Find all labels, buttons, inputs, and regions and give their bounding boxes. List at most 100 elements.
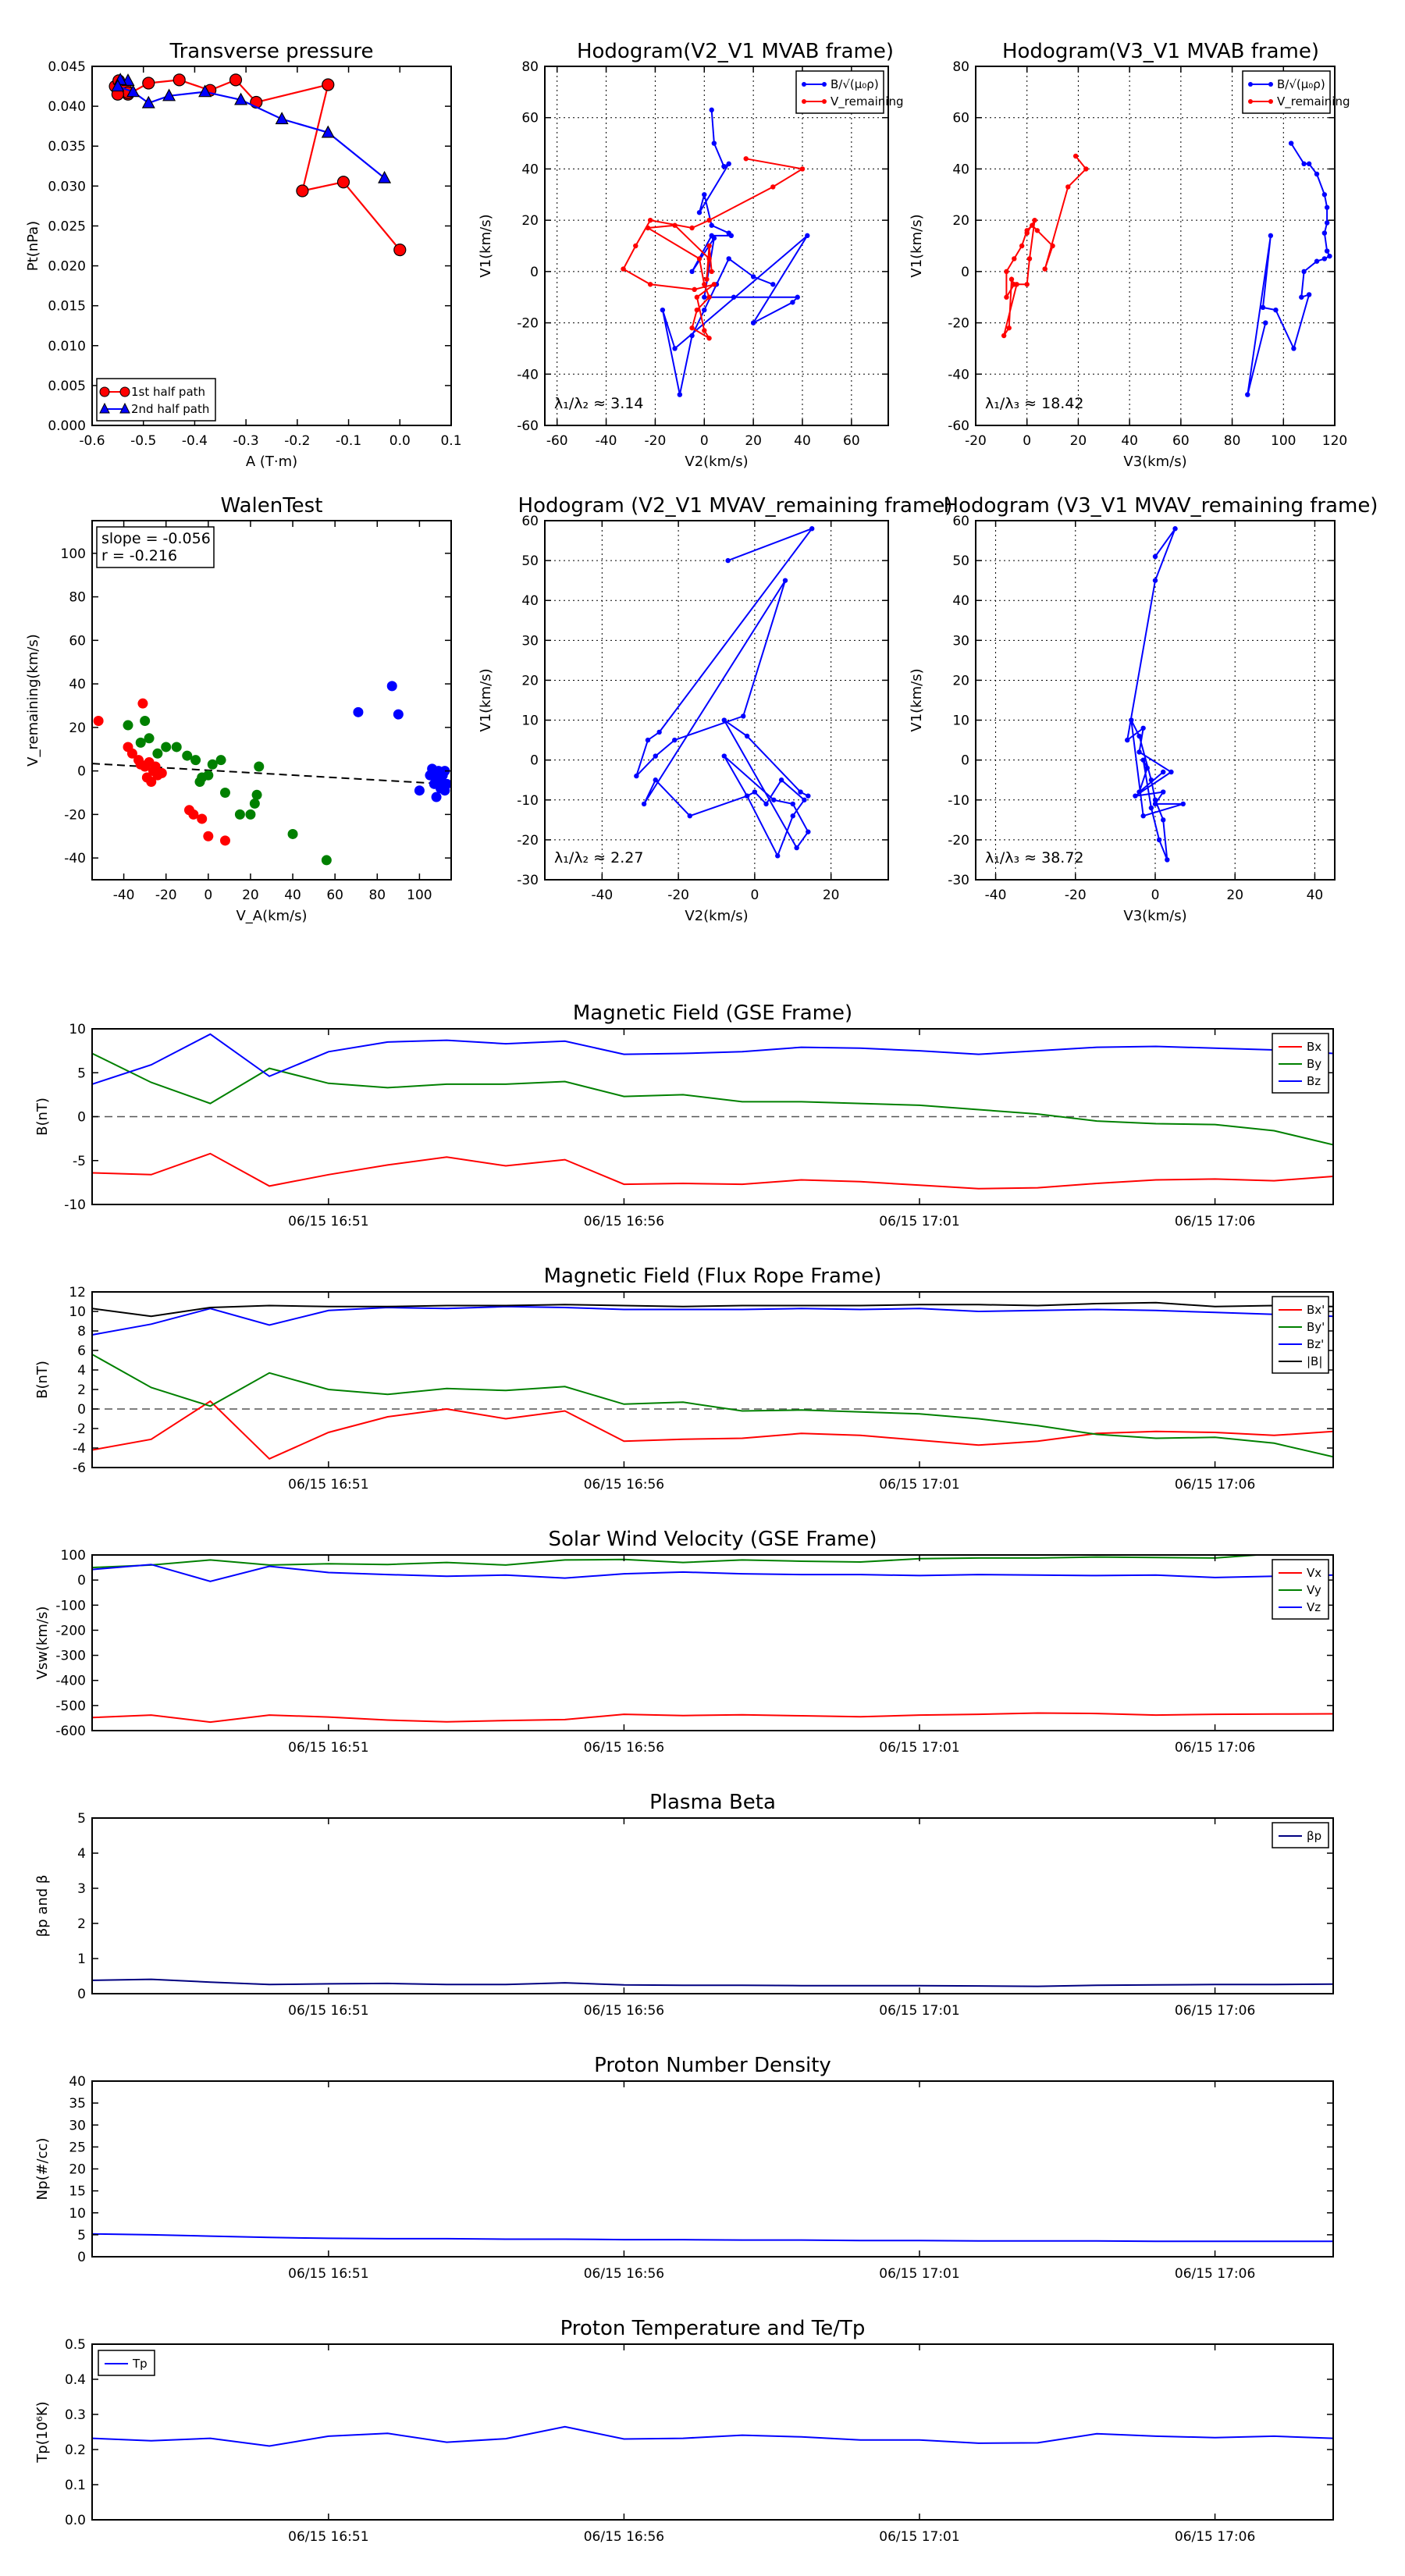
data-point: [726, 256, 731, 262]
data-point: [702, 282, 707, 287]
series-line-b: [1247, 143, 1331, 395]
x-tick-label: -0.2: [284, 433, 310, 449]
data-point: [689, 325, 695, 331]
data-point: [775, 853, 781, 859]
data-point: [207, 759, 218, 770]
data-point: [672, 222, 678, 228]
y-tick-label: 40: [952, 593, 969, 609]
data-point: [1324, 205, 1330, 210]
series-line-v: [635, 527, 815, 858]
y-tick-label: 0.5: [65, 2337, 86, 2353]
y-tick-label: 0.015: [48, 299, 86, 315]
data-point: [1168, 769, 1174, 775]
y-tick-label: 10: [952, 713, 969, 729]
x-tick-label: 06/15 17:06: [1175, 2529, 1255, 2545]
y-tick-label: 100: [61, 546, 86, 562]
data-point: [790, 801, 795, 807]
y-tick-label: 100: [61, 1548, 86, 1564]
series-line-2ndhalfpath: [116, 79, 386, 179]
title-transverse-pressure: Transverse pressure: [169, 40, 374, 63]
data-point: [706, 243, 712, 249]
x-tick-label: 40: [1121, 433, 1138, 449]
data-point: [1245, 392, 1250, 397]
data-point: [706, 336, 712, 341]
data-point: [653, 777, 658, 783]
legend: Bx By Bz: [1272, 1033, 1329, 1094]
legend: B/√(μ₀ρ) V_remaining: [1242, 70, 1350, 114]
data-point: [142, 76, 155, 90]
data-point: [711, 141, 717, 146]
data-point: [1144, 765, 1150, 771]
data-point: [161, 742, 172, 753]
y-tick-label: 5: [77, 1811, 86, 1827]
data-point: [799, 166, 806, 172]
x-tick-label: 20: [1226, 888, 1243, 903]
data-point: [1165, 857, 1170, 863]
title-walen-test: WalenTest: [221, 494, 323, 518]
y-tick-label: -20: [517, 316, 539, 332]
axes-frame: [91, 2080, 1334, 2258]
data-point: [156, 767, 167, 778]
legend-label: Vx: [1307, 1566, 1321, 1580]
data-point: [321, 855, 332, 866]
y-tick-label: 20: [521, 673, 539, 688]
legend-marker: [802, 99, 806, 104]
x-tick-label: -60: [546, 433, 568, 449]
data-point: [1050, 243, 1055, 249]
y-tick-label: 80: [69, 590, 86, 606]
x-tick-label: 0: [204, 888, 212, 903]
x-tick-label: 80: [1224, 433, 1241, 449]
legend-marker: [99, 386, 110, 397]
data-point: [1012, 256, 1017, 262]
data-point: [197, 813, 208, 824]
x-tick-label: 60: [326, 888, 343, 903]
data-point: [770, 282, 776, 287]
data-layer: [92, 1301, 1333, 1460]
stats-line: r = -0.216: [101, 547, 177, 564]
series-line-b: [661, 109, 809, 395]
y-axis-label: Vsw(km/s): [34, 1606, 51, 1680]
data-layer: [621, 107, 810, 397]
y-tick-label: 80: [952, 59, 969, 75]
legend-label: B/√(μ₀ρ): [831, 77, 879, 91]
y-tick-label: -40: [517, 367, 539, 382]
y-tick-label: 50: [521, 553, 539, 569]
y-tick-label: 12: [69, 1285, 86, 1300]
axes-frame: [91, 520, 452, 881]
data-point: [1324, 248, 1330, 254]
data-point: [689, 333, 695, 339]
y-tick-label: -2: [73, 1421, 86, 1437]
data-point: [656, 729, 662, 735]
data-point: [689, 269, 695, 275]
data-point: [203, 831, 214, 841]
data-point: [1260, 304, 1266, 311]
data-layer: [92, 2425, 1333, 2447]
x-tick-label: 06/15 16:51: [288, 1214, 368, 1229]
y-axis-label: V1(km/s): [478, 214, 494, 277]
data-layer: [1001, 141, 1332, 397]
data-point: [1301, 161, 1307, 167]
y-tick-label: 60: [521, 514, 539, 529]
data-point: [647, 217, 653, 223]
data-layer: [92, 1978, 1333, 1987]
data-point: [336, 176, 350, 189]
y-tick-label: 6: [77, 1343, 86, 1359]
panel-hodogram-v2-mvav: -30 -20 -10 0 10 20 30 40 50 60 -40 -20 0 20 V2(km/s) V…: [478, 514, 889, 924]
data-point: [802, 797, 807, 802]
y-tick-label: 0: [77, 764, 86, 780]
axes-frame: [544, 520, 889, 881]
axes-frame: [91, 2343, 1334, 2521]
x-tick-label: 20: [823, 888, 840, 903]
data-point: [782, 578, 788, 583]
data-point: [1152, 578, 1158, 583]
data-point: [249, 798, 260, 809]
data-point: [1024, 282, 1030, 287]
data-point: [1161, 789, 1166, 795]
data-point: [1024, 230, 1030, 236]
legend-label: Bx: [1307, 1040, 1321, 1054]
data-point: [215, 755, 226, 766]
data-point: [1301, 269, 1307, 275]
x-tick-label: 0: [750, 888, 759, 903]
y-tick-label: 4: [77, 1846, 86, 1862]
data-point: [1008, 276, 1015, 282]
